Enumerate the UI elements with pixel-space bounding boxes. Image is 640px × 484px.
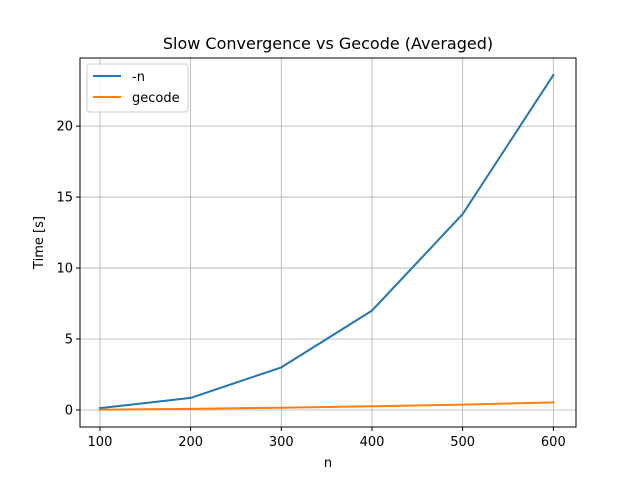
series-lines [98,73,555,411]
x-axis-label: n [324,456,332,471]
x-tick-label: 200 [178,435,203,450]
y-tick-label: 15 [56,191,73,206]
legend-label-series-0: -n [132,70,145,85]
y-tick-label: 10 [56,262,73,277]
x-tick-label: 100 [88,435,113,450]
x-tick-label: 600 [541,435,566,450]
y-axis-label: Time [s] [32,216,47,270]
y-tick-label: 20 [56,120,73,135]
y-tick-label: 5 [65,333,73,348]
x-tick-label: 500 [450,435,475,450]
legend: -n gecode [86,63,189,113]
series-line-1 [98,401,555,411]
series-line-0 [98,73,555,410]
x-tick-label: 400 [360,435,385,450]
chart-title: Slow Convergence vs Gecode (Averaged) [163,34,493,53]
y-axis-ticks: 0 5 10 15 20 [56,120,80,418]
grid-lines [80,58,576,427]
x-tick-label: 300 [269,435,294,450]
plot-frame [79,57,577,428]
legend-label-series-1: gecode [132,91,180,106]
x-axis-ticks: 100 200 300 400 500 600 [88,427,566,450]
y-tick-label: 0 [65,403,73,418]
